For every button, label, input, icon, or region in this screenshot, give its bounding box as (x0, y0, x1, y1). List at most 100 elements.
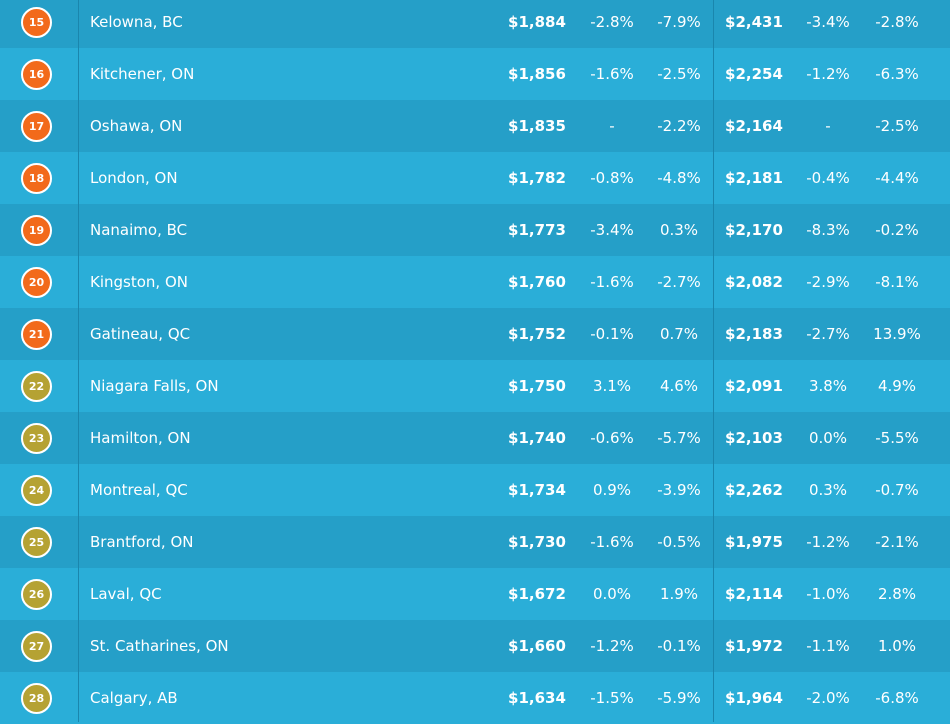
one-bed-monthly-change: -0.1% (590, 325, 634, 343)
one-bed-rent: $1,884 (508, 13, 566, 31)
two-bed-rent: $2,183 (725, 325, 783, 343)
city-name: London, ON (90, 169, 178, 187)
two-bed-monthly-change: -1.2% (806, 533, 850, 551)
one-bed-rent: $1,750 (508, 377, 566, 395)
city-name: Kitchener, ON (90, 65, 195, 83)
city-name: Brantford, ON (90, 533, 194, 551)
two-bed-rent: $1,964 (725, 689, 783, 707)
two-bed-monthly-change: -2.9% (806, 273, 850, 291)
one-bed-yearly-change: -5.7% (657, 429, 701, 447)
two-bed-rent: $2,103 (725, 429, 783, 447)
one-bed-monthly-change: 0.9% (592, 481, 632, 499)
rank-badge: 27 (21, 631, 52, 662)
one-bed-rent: $1,773 (508, 221, 566, 239)
two-bed-monthly-change: - (825, 117, 831, 135)
two-bed-rent: $2,254 (725, 65, 783, 83)
two-bed-yearly-change: -4.4% (875, 169, 919, 187)
two-bed-rent: $2,082 (725, 273, 783, 291)
two-bed-monthly-change: 0.0% (808, 429, 848, 447)
two-bed-yearly-change: 2.8% (877, 585, 917, 603)
rank-badge: 26 (21, 579, 52, 610)
two-bed-monthly-change: -8.3% (806, 221, 850, 239)
two-bed-yearly-change: 1.0% (877, 637, 917, 655)
city-name: Montreal, QC (90, 481, 188, 499)
one-bed-monthly-change: -1.5% (590, 689, 634, 707)
table-row: 27 St. Catharines, ON $1,660 -1.2% -0.1% $1,9… (0, 620, 950, 672)
rank-badge: 24 (21, 475, 52, 506)
two-bed-monthly-change: 3.8% (808, 377, 848, 395)
two-bed-yearly-change: -6.3% (875, 65, 919, 83)
city-name: Niagara Falls, ON (90, 377, 219, 395)
two-bed-yearly-change: -5.5% (875, 429, 919, 447)
two-bed-monthly-change: 0.3% (808, 481, 848, 499)
two-bed-monthly-change: -1.2% (806, 65, 850, 83)
two-bed-yearly-change: -6.8% (875, 689, 919, 707)
two-bed-rent: $2,091 (725, 377, 783, 395)
one-bed-rent: $1,782 (508, 169, 566, 187)
two-bed-yearly-change: -2.1% (875, 533, 919, 551)
one-bed-rent: $1,760 (508, 273, 566, 291)
table-row: 15 Kelowna, BC $1,884 -2.8% -7.9% $2,431 -3.4%… (0, 0, 950, 48)
rank-badge: 16 (21, 59, 52, 90)
one-bed-rent: $1,730 (508, 533, 566, 551)
two-bed-rent: $2,170 (725, 221, 783, 239)
one-bed-yearly-change: -7.9% (657, 13, 701, 31)
city-name: Nanaimo, BC (90, 221, 188, 239)
two-bed-yearly-change: 13.9% (873, 325, 921, 343)
city-name: Hamilton, ON (90, 429, 191, 447)
two-bed-monthly-change: -1.1% (806, 637, 850, 655)
rank-badge: 15 (21, 7, 52, 38)
one-bed-rent: $1,734 (508, 481, 566, 499)
one-bed-monthly-change: -1.2% (590, 637, 634, 655)
two-bed-yearly-change: -0.7% (875, 481, 919, 499)
one-bed-yearly-change: -2.7% (657, 273, 701, 291)
rank-badge: 25 (21, 527, 52, 558)
one-bed-rent: $1,660 (508, 637, 566, 655)
two-bed-rent: $2,164 (725, 117, 783, 135)
column-divider (78, 0, 79, 722)
rank-badge: 20 (21, 267, 52, 298)
city-name: Gatineau, QC (90, 325, 191, 343)
table-row: 19 Nanaimo, BC $1,773 -3.4% 0.3% $2,170 -8.3% -… (0, 204, 950, 256)
one-bed-rent: $1,672 (508, 585, 566, 603)
city-name: Kelowna, BC (90, 13, 183, 31)
one-bed-yearly-change: -0.1% (657, 637, 701, 655)
one-bed-yearly-change: -2.2% (657, 117, 701, 135)
city-name: St. Catharines, ON (90, 637, 229, 655)
one-bed-rent: $1,740 (508, 429, 566, 447)
one-bed-yearly-change: 0.7% (659, 325, 699, 343)
one-bed-monthly-change: -0.6% (590, 429, 634, 447)
one-bed-monthly-change: -1.6% (590, 273, 634, 291)
one-bed-yearly-change: -0.5% (657, 533, 701, 551)
two-bed-yearly-change: 4.9% (877, 377, 917, 395)
one-bed-yearly-change: -2.5% (657, 65, 701, 83)
two-bed-monthly-change: -2.7% (806, 325, 850, 343)
rank-badge: 22 (21, 371, 52, 402)
one-bed-yearly-change: -5.9% (657, 689, 701, 707)
one-bed-monthly-change: -2.8% (590, 13, 634, 31)
two-bed-rent: $2,181 (725, 169, 783, 187)
one-bed-monthly-change: -1.6% (590, 533, 634, 551)
table-row: 18 London, ON $1,782 -0.8% -4.8% $2,181 -0.4% -… (0, 152, 950, 204)
two-bed-rent: $1,972 (725, 637, 783, 655)
rank-badge: 18 (21, 163, 52, 194)
one-bed-yearly-change: 4.6% (659, 377, 699, 395)
one-bed-rent: $1,752 (508, 325, 566, 343)
one-bed-rent: $1,835 (508, 117, 566, 135)
rank-badge: 28 (21, 683, 52, 714)
one-bed-monthly-change: - (609, 117, 615, 135)
table-row: 23 Hamilton, ON $1,740 -0.6% -5.7% $2,103 0.0%… (0, 412, 950, 464)
table-row: 22 Niagara Falls, ON $1,750 3.1% 4.6% $2,091 3… (0, 360, 950, 412)
two-bed-yearly-change: -0.2% (875, 221, 919, 239)
two-bed-monthly-change: -3.4% (806, 13, 850, 31)
two-bed-monthly-change: -2.0% (806, 689, 850, 707)
two-bed-monthly-change: -0.4% (806, 169, 850, 187)
one-bed-rent: $1,634 (508, 689, 566, 707)
one-bed-yearly-change: -3.9% (657, 481, 701, 499)
table-row: 20 Kingston, ON $1,760 -1.6% -2.7% $2,082 -2.9… (0, 256, 950, 308)
table-row: 21 Gatineau, QC $1,752 -0.1% 0.7% $2,183 -2.7%… (0, 308, 950, 360)
two-bed-rent: $1,975 (725, 533, 783, 551)
table-row: 26 Laval, QC $1,672 0.0% 1.9% $2,114 -1.0% 2.8% (0, 568, 950, 620)
